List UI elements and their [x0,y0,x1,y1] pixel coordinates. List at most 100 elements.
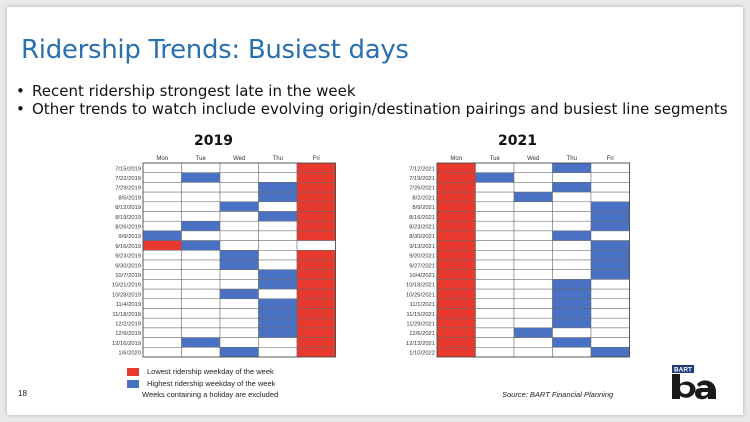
heatmap-cell [436,308,476,319]
heatmap-cell [296,230,336,241]
week-label: 10/4/2021 [409,273,435,279]
heatmap-cell [219,182,259,193]
heatmap-cell [219,162,259,173]
week-label: 9/16/2019 [115,244,141,250]
heatmap-cell [513,230,553,241]
heatmap-cell [475,191,515,203]
heatmap-cell [590,308,630,319]
heatmap-cell [436,337,476,348]
heatmap-cell [258,298,298,309]
heatmap-cell [296,298,336,309]
heatmap-cell [552,250,592,261]
heatmap-cell [296,269,336,280]
chart-title-2021: 2021 [498,133,537,149]
heatmap-cell [142,211,182,222]
column-header: Wed [233,156,245,162]
page-number: 18 [18,389,27,398]
heatmap-cell [513,182,553,193]
heatmap-cell [219,279,259,290]
heatmap-cell [296,317,336,329]
heatmap-cell [181,162,221,173]
bullet-list: Recent ridership strongest late in the w… [16,82,736,118]
heatmap-cell [552,317,592,329]
week-label: 1/10/2022 [409,351,435,357]
heatmap-cell [258,347,298,358]
heatmap-cell [258,172,298,183]
heatmap-cell [552,288,592,300]
heatmap-cell [590,162,630,173]
logo-a-glyph [695,380,716,400]
heatmap-cell [513,347,553,358]
heatmap-cell [436,201,476,212]
heatmap-cell [142,172,182,183]
heatmap-cell [475,240,515,251]
heatmap-cell [475,259,515,270]
heatmap-cell [513,220,553,232]
week-label: 12/16/2019 [112,341,141,347]
heatmap-cell [296,220,336,232]
heatmap-cell [296,250,336,261]
heatmap-cell [590,279,630,290]
week-label: 7/12/2021 [409,166,435,172]
heatmap-cell [552,279,592,290]
week-label: 12/2/2019 [115,322,141,328]
heatmap-cell [513,162,553,173]
heatmap-cell [475,347,515,358]
week-label: 9/20/2021 [409,254,435,260]
heatmap-cell [475,162,515,173]
week-label: 7/22/2019 [115,176,141,182]
heatmap-cell [142,298,182,309]
heatmap-cell [513,288,553,300]
legend-lowest-label: Lowest ridership weekday of the week [147,367,274,376]
logo-banner [672,365,694,373]
heatmap-cell [181,220,221,232]
heatmap-cell [142,337,182,348]
week-label: 9/9/2019 [118,234,141,240]
heatmap-cell [513,201,553,212]
heatmap-cell [181,337,221,348]
heatmap-cell [436,191,476,203]
heatmap-cell [258,191,298,203]
heatmap-cell [513,317,553,329]
heatmap-cell [475,337,515,348]
week-label: 7/15/2019 [115,166,141,172]
heatmap-cell [181,259,221,270]
heatmap-cell [475,317,515,329]
heatmap-cell [552,230,592,241]
heatmap-cell [552,201,592,212]
heatmap-cell [296,182,336,193]
heatmap-cell [258,327,298,338]
column-header: Thu [273,156,283,162]
heatmap-cell [219,317,259,329]
heatmap-cell [590,230,630,241]
week-label: 9/30/2019 [115,263,141,269]
week-label: 10/18/2021 [406,283,435,289]
heatmap-cell [513,259,553,270]
heatmap-cell [475,201,515,212]
source-note: Source: BART Financial Planning [502,390,614,399]
heatmap-cell [552,308,592,319]
heatmap-cell [475,288,515,300]
heatmap-cell [513,308,553,319]
holiday-note: Weeks containing a holiday are excluded [142,390,279,399]
heatmap-cell [513,327,553,338]
legend-highest: Highest ridership weekday of the week [127,379,275,388]
heatmap-cell [142,250,182,261]
column-header: Tue [196,156,207,162]
heatmap-cell [219,269,259,280]
heatmap-cell [258,288,298,300]
heatmap-cell [142,240,182,251]
week-label: 12/13/2021 [406,341,435,347]
heatmap-cell [219,211,259,222]
table-2019: Mon Tue Wed Thu Fri 7/15/2019 7/22/2019 7/29/20… [112,156,336,358]
bullet-item: Other trends to watch include evolving o… [16,100,736,118]
heatmap-cell [181,211,221,222]
heatmap-cell [552,240,592,251]
heatmap-cell [142,201,182,212]
heatmap-cell [219,347,259,358]
heatmap-cell [181,279,221,290]
chart-title-2019: 2019 [194,133,233,149]
heatmap-cell [475,308,515,319]
heatmap-cell [142,269,182,280]
heatmap-cell [181,308,221,319]
